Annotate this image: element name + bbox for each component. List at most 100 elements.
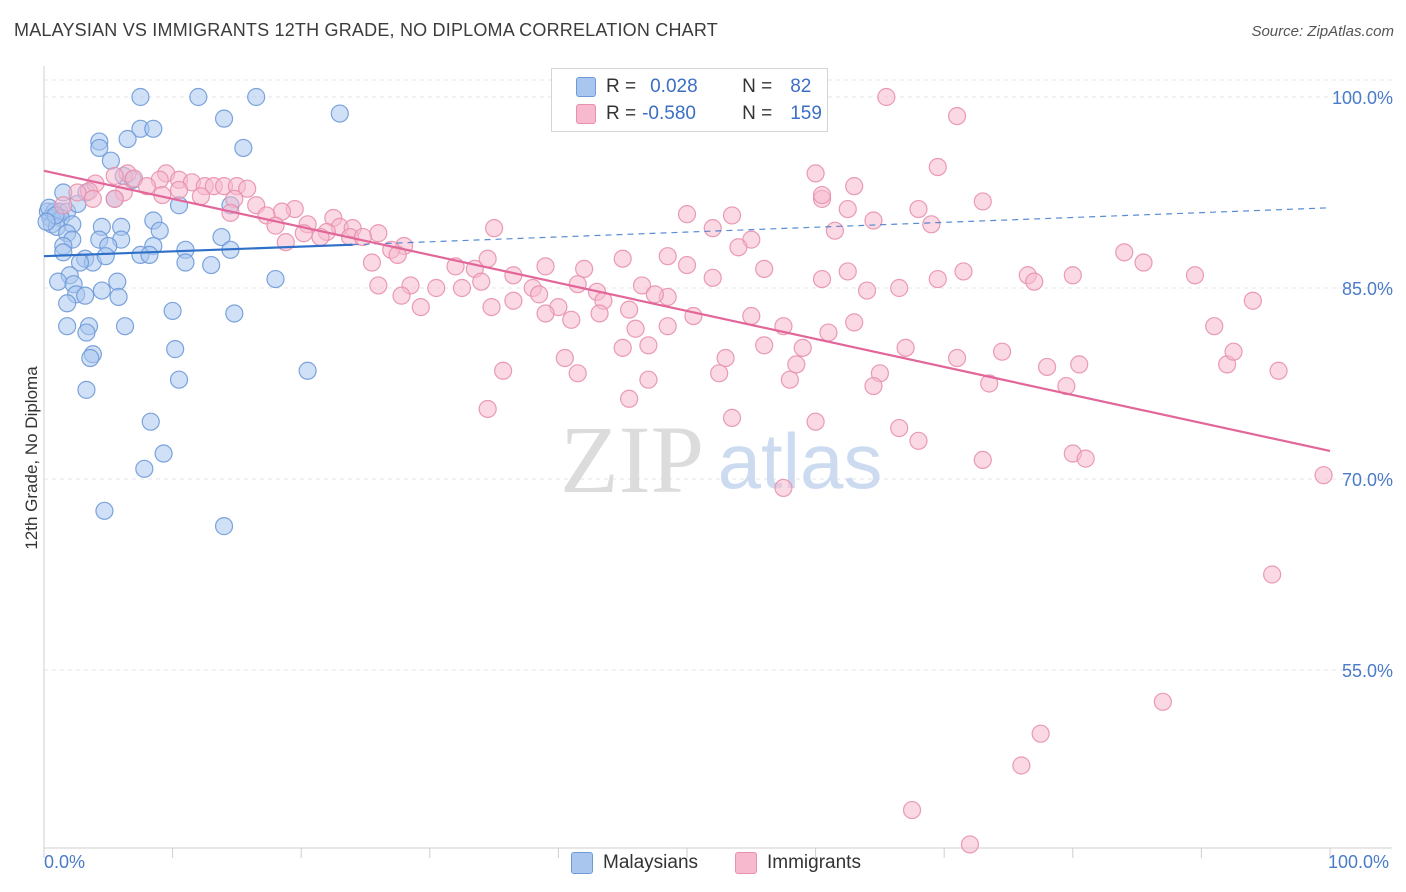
data-point (1185, 266, 1205, 285)
data-point (774, 478, 793, 498)
legend-item-malaysians[interactable]: Malaysians (571, 852, 698, 874)
data-point (658, 247, 677, 266)
immigrants-trend-line (43, 169, 1331, 453)
data-point (613, 338, 632, 357)
data-point (140, 245, 159, 264)
watermark-zip: ZIP (560, 406, 704, 513)
data-point (845, 313, 864, 332)
data-point (109, 287, 128, 307)
data-point (928, 157, 947, 177)
data-point (825, 221, 844, 240)
data-point (812, 269, 832, 289)
y-axis-label: 12th Grade, No Diploma (22, 366, 41, 550)
data-point (131, 87, 150, 107)
data-point (530, 285, 549, 304)
legend-r-label: R = (606, 76, 637, 97)
data-point (909, 199, 928, 219)
data-point (812, 185, 832, 205)
legend-item-immigrants[interactable]: Immigrants (735, 852, 861, 874)
chart-title: MALAYSIAN VS IMMIGRANTS 12TH GRADE, NO D… (14, 20, 718, 40)
data-point (77, 323, 96, 342)
chart-source: Source: ZipAtlas.com (1251, 23, 1394, 40)
watermark-atlas: atlas (718, 417, 883, 505)
data-point (37, 212, 56, 231)
data-point (353, 227, 373, 247)
data-point (857, 281, 877, 300)
data-point (105, 189, 124, 208)
data-point (755, 336, 774, 355)
data-point (742, 306, 761, 326)
data-point (92, 281, 111, 300)
data-point (787, 355, 806, 374)
watermark: ZIP atlas (560, 406, 882, 513)
data-point (1243, 291, 1262, 310)
data-point (1012, 756, 1031, 775)
data-point (141, 412, 160, 431)
data-point (144, 119, 163, 138)
data-point (710, 364, 729, 383)
data-point (677, 255, 697, 275)
legend-row-malaysians: R = 0.028 N = 82 (576, 75, 811, 99)
y-tick-label: 55.0% (1342, 661, 1393, 681)
data-point (1134, 253, 1153, 272)
data-point (118, 129, 137, 149)
data-point (214, 517, 234, 536)
data-point (568, 364, 587, 383)
data-point (838, 199, 857, 219)
data-point (729, 238, 748, 257)
data-point (819, 323, 838, 342)
data-point (81, 348, 100, 368)
data-point (890, 278, 909, 298)
data-point (392, 286, 411, 305)
data-point (212, 227, 231, 247)
data-point (191, 187, 210, 206)
data-point (485, 219, 504, 238)
data-point (806, 412, 825, 431)
data-point (166, 340, 185, 359)
legend-swatch-malaysians (571, 852, 593, 874)
data-point (137, 177, 156, 196)
legend-swatch-immigrants (735, 852, 757, 874)
data-point (902, 800, 922, 820)
data-point (590, 304, 609, 323)
data-point (1025, 272, 1044, 291)
data-point (266, 269, 285, 289)
data-point (135, 459, 154, 478)
data-point (838, 262, 857, 281)
data-point (163, 301, 182, 321)
data-point (49, 272, 68, 291)
data-point (947, 106, 967, 126)
data-point (755, 259, 774, 278)
data-point (76, 286, 95, 305)
legend-n-value: 82 (790, 76, 812, 97)
data-point (1070, 355, 1089, 374)
data-point (482, 298, 501, 317)
trend-lines (43, 169, 1331, 453)
data-point (703, 219, 722, 238)
data-point (452, 278, 472, 298)
data-point (909, 431, 928, 450)
data-point (225, 304, 244, 323)
malaysians-trend-line (43, 243, 353, 258)
legend-n-label: N = (742, 103, 773, 124)
data-point (954, 262, 973, 281)
data-point (504, 291, 523, 310)
y-tick-labels: 100.0% 85.0% 70.0% 55.0% (1332, 88, 1393, 681)
data-point (150, 221, 169, 240)
data-point (806, 164, 825, 183)
data-point (562, 310, 581, 329)
data-point (478, 399, 497, 419)
data-point (54, 243, 73, 262)
data-point (928, 269, 947, 289)
data-point (555, 348, 574, 368)
malaysians-trend-extension (352, 207, 1331, 246)
legend-r-value: 0.028 (650, 76, 698, 97)
legend-swatch-immigrants (576, 104, 596, 124)
data-point (369, 224, 388, 243)
data-point (189, 87, 208, 107)
data-point (922, 215, 941, 234)
data-point (176, 253, 195, 272)
legend-label-immigrants: Immigrants (767, 852, 861, 873)
data-point (626, 319, 645, 338)
data-point (896, 338, 915, 357)
